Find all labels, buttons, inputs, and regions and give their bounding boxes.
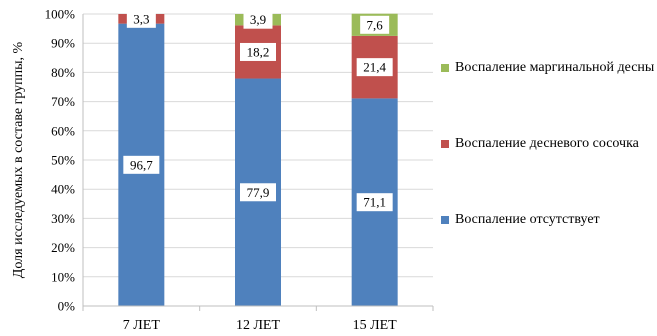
legend: Воспаление маргинальной десны Воспаление … bbox=[441, 0, 657, 336]
data-label: 3,3 bbox=[133, 11, 149, 26]
legend-item: Воспаление маргинальной десны bbox=[441, 58, 655, 78]
x-tick-label: 12 ЛЕТ bbox=[236, 318, 281, 333]
legend-item: Воспаление отсутствует bbox=[441, 210, 655, 230]
axes: 0% 10% 20% 30% 40% 50% 60% 70% 80% 90% 100% 7 ЛЕТ 12… bbox=[45, 7, 434, 333]
x-tick-label: 7 ЛЕТ bbox=[123, 318, 161, 333]
legend-label: Воспаление десневого сосочка bbox=[455, 136, 639, 151]
data-label: 7,6 bbox=[367, 17, 384, 32]
y-tick-label: 50% bbox=[51, 153, 75, 168]
data-label-box bbox=[356, 58, 393, 77]
data-label-box bbox=[126, 9, 156, 28]
data-label: 96,7 bbox=[130, 157, 153, 172]
legend-label: Воспаление отсутствует bbox=[455, 212, 600, 227]
y-tick-label: 40% bbox=[51, 182, 75, 197]
legend-item: Воспаление десневого сосочка bbox=[441, 134, 655, 154]
data-label-box bbox=[243, 10, 273, 29]
data-label-box bbox=[356, 193, 393, 212]
data-label: 21,4 bbox=[363, 60, 386, 75]
data-label: 18,2 bbox=[247, 44, 270, 59]
y-tick-label: 60% bbox=[51, 123, 75, 138]
y-tick-label: 90% bbox=[51, 36, 75, 51]
data-label-box bbox=[123, 155, 160, 174]
legend-swatch bbox=[441, 216, 449, 224]
y-tick-label: 80% bbox=[51, 65, 75, 80]
y-tick-label: 0% bbox=[58, 299, 76, 314]
legend-label: Воспаление маргинальной десны bbox=[455, 60, 655, 75]
data-label: 71,1 bbox=[363, 195, 386, 210]
y-tick-label: 20% bbox=[51, 240, 75, 255]
y-tick-label: 10% bbox=[51, 269, 75, 284]
y-tick-label: 30% bbox=[51, 211, 75, 226]
y-tick-label: 100% bbox=[45, 7, 76, 22]
data-label-box bbox=[240, 183, 276, 202]
data-label: 77,9 bbox=[247, 185, 270, 200]
data-label: 3,9 bbox=[250, 12, 266, 27]
legend-swatch bbox=[441, 64, 449, 72]
y-tick-label: 70% bbox=[51, 94, 75, 109]
legend-swatch bbox=[441, 140, 449, 148]
data-label-box bbox=[240, 42, 276, 61]
x-tick-label: 15 ЛЕТ bbox=[353, 318, 398, 333]
data-label-box bbox=[360, 15, 390, 34]
data-labels: 96,7 3,3 77,9 18,2 3,9 71,1 21,4 7,6 bbox=[123, 9, 393, 212]
y-axis-label: Доля исследуемых в составе группы, % bbox=[11, 41, 26, 278]
